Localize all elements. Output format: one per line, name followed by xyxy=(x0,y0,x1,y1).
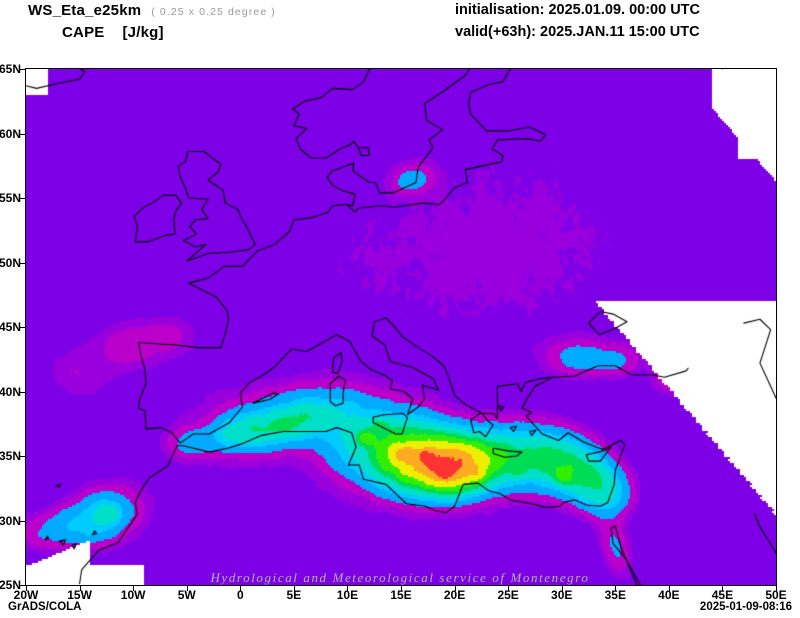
y-tick-label: 55N xyxy=(0,191,21,205)
valid-time: valid(+63h): 2025.JAN.11 15:00 UTC xyxy=(455,24,700,40)
initialisation-time: initialisation: 2025.01.09. 00:00 UTC xyxy=(455,2,700,18)
y-tick-label: 65N xyxy=(0,62,21,76)
map-plot-frame xyxy=(25,68,777,586)
x-tick-label: 0 xyxy=(236,588,244,602)
x-tick-label: 35E xyxy=(604,588,626,602)
x-tick-mark xyxy=(722,586,724,591)
x-tick-mark xyxy=(133,586,135,591)
x-tick-mark xyxy=(186,586,188,591)
x-tick-mark xyxy=(401,586,402,591)
x-tick-label: 15W xyxy=(67,588,92,602)
y-tick-label: 35N xyxy=(0,449,21,463)
field-name: CAPE xyxy=(62,24,105,41)
x-tick-mark xyxy=(347,586,349,591)
x-tick-mark xyxy=(561,586,563,591)
x-tick-mark xyxy=(293,586,295,591)
x-tick-mark xyxy=(79,586,81,591)
x-tick-label: 5E xyxy=(286,588,302,602)
y-tick-label: 25N xyxy=(0,578,21,592)
y-tick-mark xyxy=(20,327,25,328)
field-units: [J/kg] xyxy=(122,24,164,41)
x-tick-label: 25E xyxy=(497,588,519,602)
model-resolution: ( 0.25 x 0.25 degree ) xyxy=(151,6,276,18)
y-tick-label: 30N xyxy=(0,513,21,528)
x-tick-label: 10E xyxy=(336,588,359,602)
x-tick-label: 15E xyxy=(390,588,412,602)
x-tick-label: 5W xyxy=(177,588,196,602)
x-tick-label: 20W xyxy=(13,588,39,602)
x-tick-label: 45E xyxy=(711,588,734,602)
y-tick-mark xyxy=(20,133,25,135)
y-tick-label: 45N xyxy=(0,320,21,334)
y-tick-label: 60N xyxy=(0,126,21,141)
cape-heatmap-canvas xyxy=(26,69,776,585)
y-tick-mark xyxy=(20,198,25,199)
x-tick-mark xyxy=(240,586,242,591)
y-tick-mark xyxy=(20,262,25,264)
x-tick-label: 30E xyxy=(551,588,573,602)
x-tick-label: 40E xyxy=(658,588,680,602)
grads-credit: GrADS/COLA xyxy=(8,601,82,613)
y-tick-mark xyxy=(20,520,25,522)
x-tick-mark xyxy=(615,586,617,591)
x-tick-mark xyxy=(454,586,456,591)
y-tick-mark xyxy=(20,456,25,457)
y-tick-mark xyxy=(20,391,25,393)
y-tick-mark xyxy=(20,585,25,586)
model-name: WS_Eta_e25km xyxy=(28,2,142,19)
x-tick-mark xyxy=(776,586,777,591)
chart-header: WS_Eta_e25km ( 0.25 x 0.25 degree ) CAPE [… xyxy=(0,0,800,62)
y-tick-mark xyxy=(20,69,25,70)
x-tick-mark xyxy=(508,586,510,591)
model-title: WS_Eta_e25km ( 0.25 x 0.25 degree ) xyxy=(28,2,276,19)
render-timestamp: 2025-01-09-08:16 xyxy=(699,601,792,613)
y-tick-label: 50N xyxy=(0,255,21,270)
x-tick-label: 10W xyxy=(120,588,146,602)
x-tick-mark xyxy=(26,586,27,591)
x-tick-label: 50E xyxy=(765,588,787,602)
x-tick-mark xyxy=(668,586,670,591)
y-tick-label: 40N xyxy=(0,384,21,399)
field-title: CAPE [J/kg] xyxy=(62,24,164,41)
x-tick-label: 20E xyxy=(443,588,466,602)
